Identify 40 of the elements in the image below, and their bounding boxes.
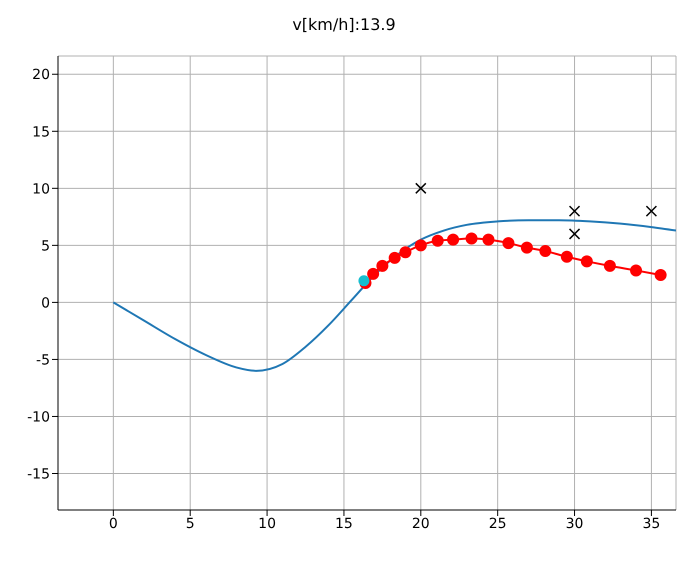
y-tick-label: 5: [41, 238, 50, 254]
y-tick-label: 0: [41, 295, 50, 312]
x-tick-label: 35: [642, 516, 660, 532]
point: [358, 275, 370, 286]
x-tick-label: 30: [566, 516, 584, 532]
y-tick-label: 10: [32, 181, 50, 198]
x-tick-label: 15: [335, 516, 353, 532]
point: [520, 242, 533, 254]
point: [502, 237, 514, 250]
chart-title: v[km/h]:13.9: [291, 14, 397, 36]
point: [630, 264, 642, 276]
point: [654, 269, 667, 282]
point: [568, 205, 580, 217]
point: [560, 250, 573, 263]
point: [414, 239, 427, 252]
point: [376, 260, 388, 272]
point: [367, 268, 380, 280]
point: [539, 245, 552, 258]
point: [568, 228, 580, 240]
x-tick-label: 0: [108, 516, 118, 532]
point: [399, 246, 412, 258]
y-tick-label: -15: [27, 466, 50, 482]
x-tick-label: 10: [258, 516, 276, 532]
point: [415, 182, 427, 194]
y-tick-label: 20: [32, 67, 50, 84]
x-tick-label: 20: [412, 516, 430, 532]
point: [388, 252, 401, 264]
point: [604, 260, 616, 272]
y-tick-label: -10: [27, 409, 50, 426]
point: [447, 234, 460, 246]
point: [580, 255, 593, 268]
y-tick-label: 15: [32, 124, 50, 140]
y-tick-label: -5: [36, 352, 50, 368]
point: [432, 234, 444, 247]
point: [466, 232, 478, 245]
x-tick-label: 25: [488, 516, 507, 532]
x-tick-label: 5: [186, 516, 195, 532]
point: [482, 234, 494, 246]
point: [646, 205, 658, 217]
line-series: [112, 219, 676, 372]
